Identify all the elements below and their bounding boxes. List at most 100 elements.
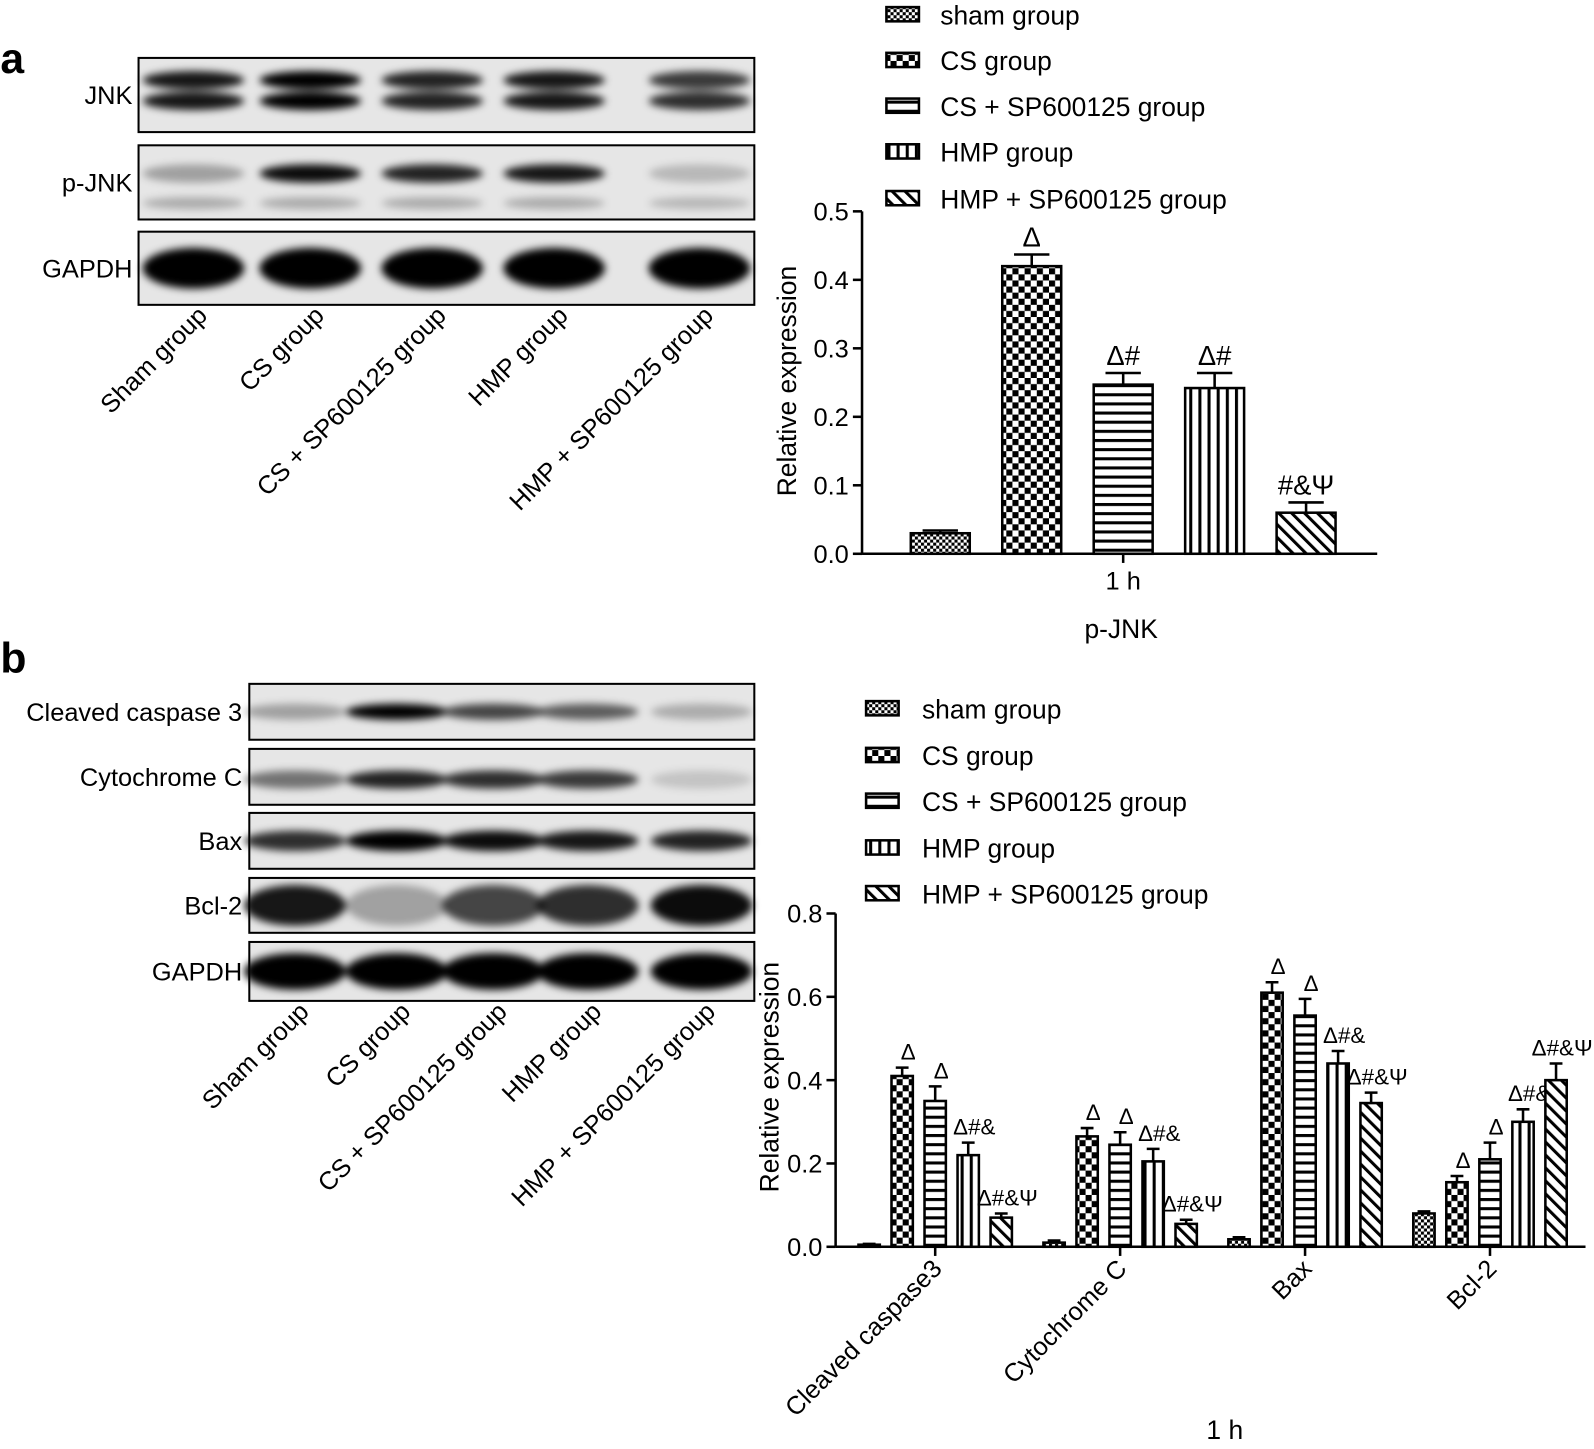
bar (1412, 1212, 1436, 1249)
band (503, 164, 605, 183)
lane-label: HMP group (463, 301, 573, 411)
band (345, 770, 448, 789)
x-tick-label: 1 h (1106, 567, 1141, 595)
blot-row-label: Bcl-2 (184, 893, 242, 921)
lane-label: CS + SP600125 group (313, 998, 513, 1198)
y-tick-label: 0.1 (814, 472, 849, 500)
band (345, 953, 448, 990)
band (244, 953, 346, 990)
panel-label: b (0, 635, 26, 683)
y-tick-label: 0.0 (814, 541, 849, 569)
error-bar (961, 1141, 975, 1156)
error-bar (922, 529, 958, 534)
bar (1445, 1180, 1469, 1249)
legend-swatch (885, 5, 921, 23)
legend-label: CS + SP600125 group (922, 787, 1187, 817)
blot-bands (244, 953, 753, 990)
blot-row-label: GAPDH (152, 959, 242, 987)
band (142, 247, 245, 289)
significance-label: Δ#& (1323, 1023, 1365, 1048)
error-bar (1450, 1174, 1464, 1183)
bar (989, 1216, 1014, 1249)
bar (1227, 1238, 1251, 1249)
panel-label: a (0, 35, 24, 83)
x-tick-label: Bcl-2 (1442, 1255, 1503, 1316)
legend-swatch (864, 792, 900, 810)
legend-label: HMP group (940, 138, 1073, 168)
x-tick-label: Cytochrome C (998, 1255, 1133, 1390)
blot-bands (244, 703, 753, 720)
band (648, 71, 751, 90)
error-bar (1483, 1141, 1497, 1160)
legend-swatch (885, 189, 921, 207)
y-axis-label: Relative expression (755, 962, 785, 1192)
band (345, 703, 448, 720)
bar (923, 1099, 948, 1249)
band (503, 247, 605, 289)
blot-bands (244, 830, 753, 852)
error-bar (928, 1085, 942, 1101)
error-bar (1196, 371, 1233, 389)
blot-bands (142, 247, 751, 289)
y-tick-label: 0.4 (787, 1067, 822, 1095)
error-bar (1364, 1091, 1378, 1104)
band (648, 247, 751, 289)
bar (909, 531, 972, 556)
legend-label: CS + SP600125 group (940, 92, 1205, 122)
error-bar (895, 1066, 909, 1076)
band (381, 71, 484, 90)
legend-swatch (864, 699, 900, 717)
legend-swatch (864, 839, 900, 856)
error-bar (1265, 980, 1279, 993)
y-tick-label: 0.2 (787, 1151, 822, 1179)
band (503, 71, 605, 90)
error-bar (1014, 253, 1050, 267)
band (142, 164, 245, 183)
band (142, 91, 245, 111)
legend-label: CS group (922, 741, 1034, 771)
significance-label: Δ#&Ψ (1532, 1035, 1593, 1060)
band (536, 885, 639, 926)
bar (1075, 1135, 1100, 1249)
legend-label: HMP + SP600125 group (922, 879, 1209, 909)
y-tick-label: 0.5 (814, 199, 849, 227)
band (244, 770, 346, 789)
significance-label: Δ# (1198, 340, 1232, 371)
lane-label: CS group (320, 998, 416, 1094)
lane-label: HMP group (497, 998, 607, 1108)
band (650, 953, 753, 990)
x-axis-label: p-JNK (1084, 614, 1158, 644)
error-bar (1417, 1210, 1431, 1214)
significance-label: #&Ψ (1278, 469, 1334, 500)
band (650, 770, 753, 789)
band (442, 770, 544, 789)
error-bar (862, 1242, 876, 1246)
legend-label: sham group (922, 694, 1061, 724)
bar (1478, 1158, 1502, 1249)
band (442, 703, 544, 720)
error-bar (1047, 1239, 1061, 1243)
lane-label: Sham group (197, 998, 315, 1116)
band (381, 247, 484, 289)
y-tick-label: 0.8 (787, 901, 822, 929)
legend-swatch (885, 97, 921, 115)
blot-row-label: Cleaved caspase 3 (26, 699, 242, 727)
significance-label: Δ (1086, 1100, 1101, 1125)
band (536, 770, 639, 789)
band (345, 830, 448, 852)
significance-label: Δ (934, 1058, 949, 1083)
blot-row-label: Cytochrome C (80, 764, 242, 792)
lane-label: HMP + SP600125 group (506, 998, 721, 1213)
bar (1326, 1062, 1351, 1249)
y-tick-label: 0.3 (814, 335, 849, 363)
band (244, 830, 346, 852)
blot-bands (142, 71, 751, 111)
band (650, 703, 753, 720)
error-bar (1113, 1130, 1127, 1145)
band (381, 197, 484, 210)
bar (1544, 1078, 1568, 1249)
band (259, 71, 362, 90)
bar (956, 1153, 981, 1249)
significance-label: Δ#&Ψ (977, 1185, 1038, 1210)
